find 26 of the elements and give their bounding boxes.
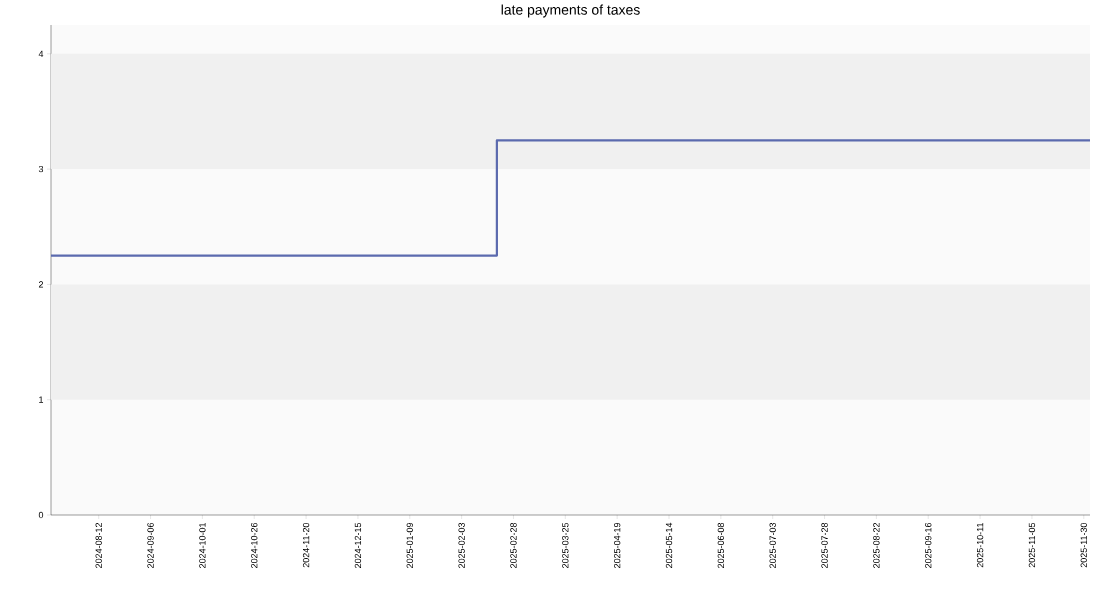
x-tick-label: 2025-07-28 <box>821 522 828 568</box>
x-tick-label: 2024-09-06 <box>147 522 154 568</box>
x-tick-label: 2024-08-12 <box>95 522 102 568</box>
x-tick-label: 2025-07-03 <box>769 522 776 568</box>
x-tick-label: 2024-12-15 <box>354 522 362 568</box>
x-tick-label: 2025-08-22 <box>873 522 880 568</box>
x-tick-label: 2025-02-28 <box>510 522 517 568</box>
x-tick-label: 2025-05-14 <box>665 522 673 568</box>
y-tick-label: 4 <box>38 50 44 57</box>
y-tick-label: 3 <box>38 165 44 173</box>
x-tick-label: 2025-03-25 <box>562 522 569 568</box>
y-tick-label: 1 <box>39 396 44 403</box>
y-tick-label: 0 <box>38 511 44 519</box>
y-tick-label: 2 <box>38 281 44 288</box>
x-tick-label: 2025-11-30 <box>1080 522 1087 568</box>
x-tick-label: 2025-11-05 <box>1028 522 1036 568</box>
x-tick-label: 2025-06-08 <box>717 522 725 568</box>
chart-title: late payments of taxes <box>501 4 640 18</box>
x-tick-label: 2024-10-26 <box>251 522 258 568</box>
x-tick-label: 2024-10-01 <box>199 522 206 568</box>
x-tick-label: 2025-01-09 <box>406 522 413 568</box>
x-tick-label: 2024-11-20 <box>302 522 310 568</box>
x-tick-label: 2025-09-16 <box>925 522 932 568</box>
x-tick-label: 2025-10-11 <box>976 522 984 568</box>
x-tick-label: 2025-02-03 <box>458 522 465 568</box>
x-tick-label: 2025-04-19 <box>613 522 621 568</box>
